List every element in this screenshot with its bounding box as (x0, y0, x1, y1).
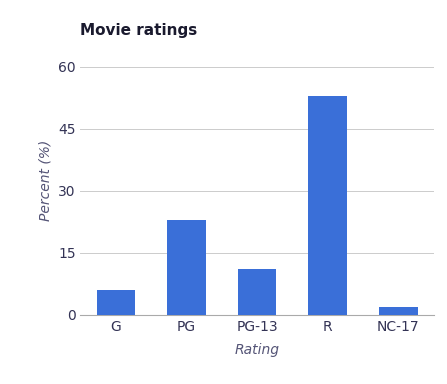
X-axis label: Rating: Rating (235, 343, 279, 357)
Bar (167, 220, 206, 315)
Bar (379, 306, 417, 315)
Y-axis label: Percent (%): Percent (%) (38, 140, 52, 221)
Bar (238, 270, 276, 315)
Bar (97, 290, 135, 315)
Text: Movie ratings: Movie ratings (80, 23, 198, 38)
Bar (308, 96, 347, 315)
